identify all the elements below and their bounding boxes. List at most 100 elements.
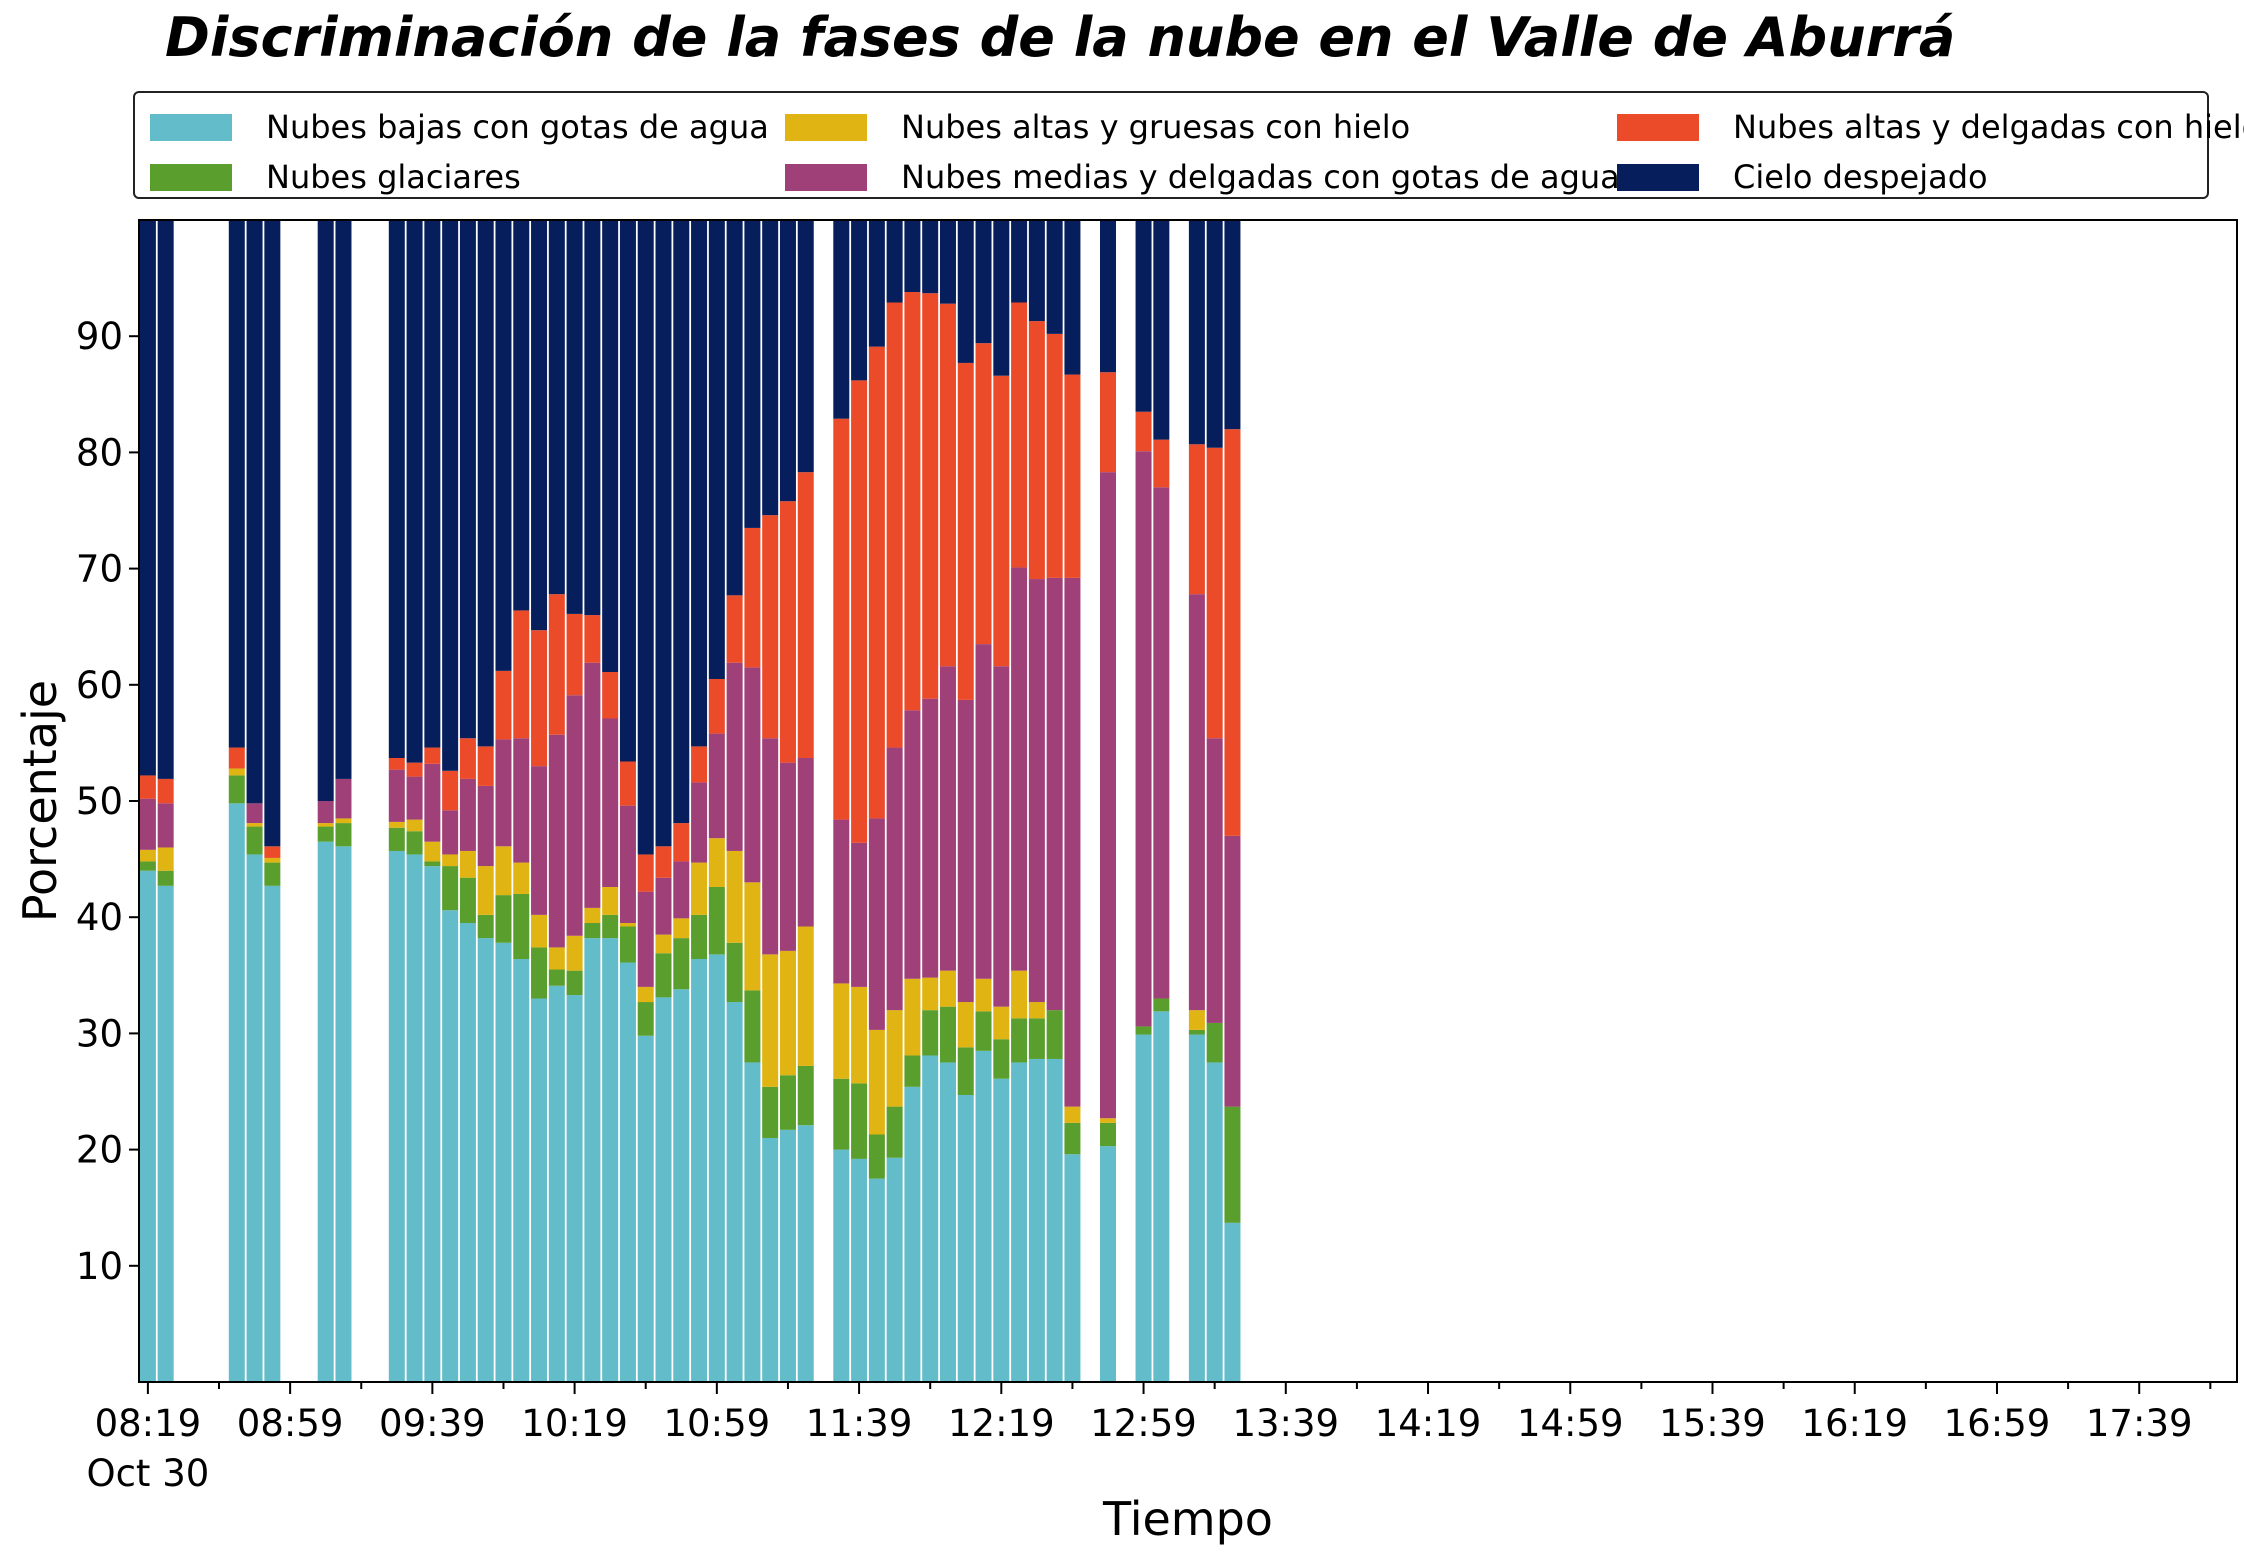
bar-segment (904, 978, 921, 1056)
bar-segment (584, 615, 601, 663)
bar-segment (584, 662, 601, 908)
bar-segment (459, 877, 476, 924)
y-tick-label: 60 (76, 664, 123, 707)
bar-segment (1135, 411, 1152, 452)
bar-segment (1064, 1122, 1081, 1155)
bar-segment (708, 220, 725, 679)
bar-segment (1188, 1034, 1205, 1382)
bar-segment (957, 1094, 974, 1382)
bar-segment (904, 710, 921, 979)
bar-segment (975, 220, 992, 344)
bar-segment (886, 220, 903, 303)
bar-segment (548, 594, 565, 735)
bar-segment (513, 220, 530, 611)
bar-segment (851, 842, 868, 987)
x-tick-label: 09:39 (379, 1402, 486, 1445)
bar-segment (1011, 1018, 1028, 1063)
bar-segment (1028, 220, 1045, 322)
bar-segment (246, 826, 263, 855)
bar-segment (317, 801, 334, 824)
bar-segment (922, 293, 939, 699)
bar-segment (957, 1002, 974, 1048)
y-tick-label: 30 (76, 1012, 123, 1055)
x-date-label: Oct 30 (86, 1452, 209, 1495)
bar-segment (726, 850, 743, 943)
bar-segment (886, 747, 903, 1011)
bar-segment (1206, 1022, 1223, 1063)
bar-segment (673, 823, 690, 862)
bar-segment (548, 947, 565, 970)
bar-segment (1099, 1146, 1116, 1382)
bar-segment (975, 1050, 992, 1382)
bar-segment (602, 886, 619, 915)
bar-segment (619, 805, 636, 924)
bar-segment (797, 926, 814, 1066)
bar-segment (851, 380, 868, 843)
bar-segment (1046, 1010, 1063, 1059)
y-axis-label: Porcentaje (13, 680, 67, 922)
bar-segment (868, 220, 885, 347)
bar-segment (317, 823, 334, 827)
legend-label: Nubes medias y delgadas con gotas de agu… (901, 158, 1620, 196)
bar-segment (424, 747, 441, 764)
bar-segment (139, 861, 156, 871)
x-tick-label: 16:19 (1801, 1402, 1908, 1445)
bar-segment (868, 818, 885, 1030)
bar-segment (637, 986, 654, 1003)
bar-segment (548, 985, 565, 1382)
bar-segment (762, 1086, 779, 1138)
bar-segment (655, 997, 672, 1382)
bar-segment (691, 746, 708, 783)
bar-segment (833, 983, 850, 1079)
bar-segment (708, 678, 725, 734)
bar-segment (602, 220, 619, 673)
bar-segment (246, 823, 263, 827)
legend-item-high-thin-ice: Nubes altas y delgadas con hielo (1617, 107, 2244, 147)
bar-segment (637, 891, 654, 987)
bar-segment (1153, 220, 1170, 440)
bar-segment (157, 847, 174, 871)
bar-segment (157, 870, 174, 886)
bar-segment (246, 220, 263, 804)
bar-segment (1153, 998, 1170, 1012)
bar-segment (851, 1158, 868, 1382)
x-tick-label: 15:39 (1659, 1402, 1766, 1445)
bar-segment (779, 1129, 796, 1382)
bar-segment (548, 734, 565, 948)
bar-segment (779, 950, 796, 1076)
legend-swatch (150, 113, 232, 141)
bar-segment (477, 914, 494, 939)
bar-segment (228, 768, 245, 776)
bar-segment (459, 738, 476, 779)
y-tick-label: 50 (76, 780, 123, 823)
bar-segment (868, 346, 885, 819)
bar-segment (779, 501, 796, 763)
bar-segment (868, 1178, 885, 1382)
bar-segment (637, 220, 654, 855)
legend-item-clear-sky: Cielo despejado (1617, 157, 1988, 197)
bar-segment (975, 1011, 992, 1051)
bar-segment (833, 1078, 850, 1150)
bar-segment (1011, 567, 1028, 971)
bar-segment (708, 838, 725, 887)
bar-segment (566, 695, 583, 936)
bar-segment (531, 998, 548, 1382)
bar-segment (442, 866, 459, 911)
bar-segment (1099, 220, 1116, 373)
bar-segment (1188, 1029, 1205, 1035)
bar-segment (939, 1006, 956, 1063)
bar-segment (1064, 1154, 1081, 1382)
bar-segment (975, 644, 992, 979)
legend-swatch (785, 113, 867, 141)
bar-segment (584, 938, 601, 1382)
bar-segment (566, 613, 583, 696)
bar-segment (139, 775, 156, 799)
bar-segment (1153, 439, 1170, 488)
bar-segment (1224, 1222, 1241, 1382)
bar-segment (797, 1125, 814, 1382)
bar-segment (424, 866, 441, 1382)
bar-segment (744, 527, 761, 668)
bar-segment (1099, 1122, 1116, 1147)
bar-segment (619, 220, 636, 762)
